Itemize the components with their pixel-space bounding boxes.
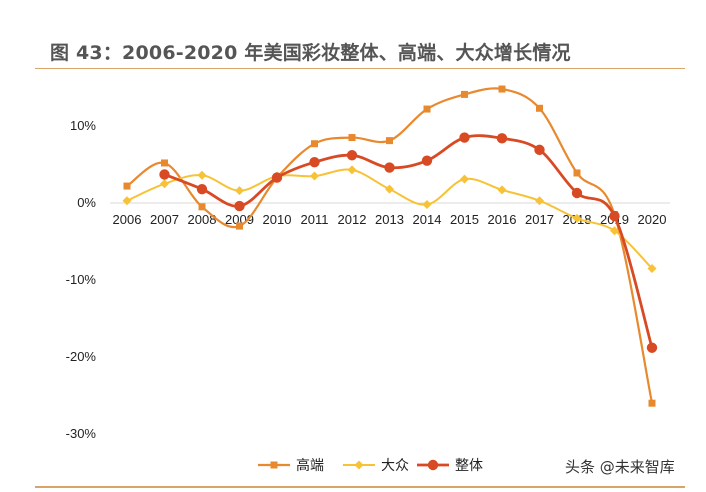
series-line <box>164 134 654 349</box>
bottom-divider <box>35 486 685 488</box>
data-point <box>198 203 206 211</box>
series-line <box>126 87 654 404</box>
legend-entry: 高端 <box>258 457 324 474</box>
series-1 <box>123 85 656 407</box>
data-point <box>311 140 318 148</box>
x-tick-label: 2006 <box>113 212 142 227</box>
data-point <box>309 156 320 168</box>
data-point <box>535 196 544 206</box>
x-tick-label: 2012 <box>338 212 367 227</box>
title-divider <box>35 68 685 69</box>
x-tick-label: 2010 <box>263 212 292 227</box>
data-point <box>346 150 358 161</box>
data-point <box>122 196 132 206</box>
data-point <box>384 162 395 173</box>
data-point <box>348 134 356 142</box>
x-tick-label: 2014 <box>413 212 442 227</box>
y-tick-label: 0% <box>77 195 96 210</box>
series-2 <box>122 165 657 273</box>
data-point <box>310 171 319 181</box>
data-point <box>385 184 394 194</box>
data-point <box>271 172 283 183</box>
legend-swatch-marker <box>427 459 439 471</box>
legend-entry: 大众 <box>343 458 409 474</box>
legend: 高端 大众 整体 <box>258 457 483 474</box>
data-point <box>423 105 431 113</box>
data-point <box>647 263 657 273</box>
data-point <box>648 399 656 407</box>
data-point <box>159 169 170 180</box>
data-point <box>536 104 543 112</box>
data-point <box>571 187 583 199</box>
x-tick-label: 2016 <box>488 212 517 227</box>
data-point <box>123 182 131 190</box>
data-point <box>461 90 468 98</box>
data-point <box>460 174 469 184</box>
data-point <box>347 165 357 175</box>
data-point <box>234 200 245 212</box>
x-tick-label: 2020 <box>638 212 667 227</box>
x-tick-label: 2015 <box>450 212 479 227</box>
data-point <box>496 133 508 144</box>
legend-swatch-marker <box>270 461 278 469</box>
x-tick-label: 2017 <box>525 212 554 227</box>
legend-swatch-marker <box>354 460 364 470</box>
data-point <box>609 210 620 222</box>
data-point <box>236 222 243 230</box>
data-point <box>197 170 207 180</box>
legend-label: 整体 <box>455 458 483 474</box>
chart-title: 图 43：2006-2020 年美国彩妆整体、高端、大众增长情况 <box>50 42 571 64</box>
watermark: 头条 @未来智库 <box>565 458 675 476</box>
series-3 <box>159 132 658 353</box>
y-tick-label: 10% <box>70 118 96 133</box>
legend-label: 大众 <box>381 458 409 474</box>
data-point <box>534 144 545 156</box>
data-point <box>422 200 432 210</box>
x-tick-label: 2008 <box>188 212 217 227</box>
legend-label: 高端 <box>296 457 324 474</box>
x-tick-label: 2009 <box>225 212 254 227</box>
data-point <box>235 186 244 196</box>
series-layer <box>122 85 658 407</box>
data-point <box>646 342 658 353</box>
data-point <box>386 137 393 145</box>
axis-layer: 10% 0% -10% -20% -30% 2006 2007 2008 2009 2010 201… <box>66 118 670 441</box>
data-point <box>421 155 433 166</box>
x-tick-label: 2013 <box>375 212 404 227</box>
y-tick-label: -20% <box>66 349 97 364</box>
data-point <box>572 213 582 223</box>
data-point <box>161 159 168 167</box>
y-tick-label: -10% <box>66 272 97 287</box>
legend-entry: 整体 <box>417 458 483 474</box>
data-point <box>497 185 507 195</box>
data-point <box>573 169 581 177</box>
data-point <box>196 183 208 195</box>
x-tick-label: 2011 <box>301 212 329 227</box>
x-tick-label: 2007 <box>150 212 179 227</box>
data-point <box>160 179 169 189</box>
data-point <box>459 132 470 143</box>
data-point <box>498 85 506 93</box>
data-point <box>610 226 619 236</box>
y-tick-label: -30% <box>66 426 97 441</box>
